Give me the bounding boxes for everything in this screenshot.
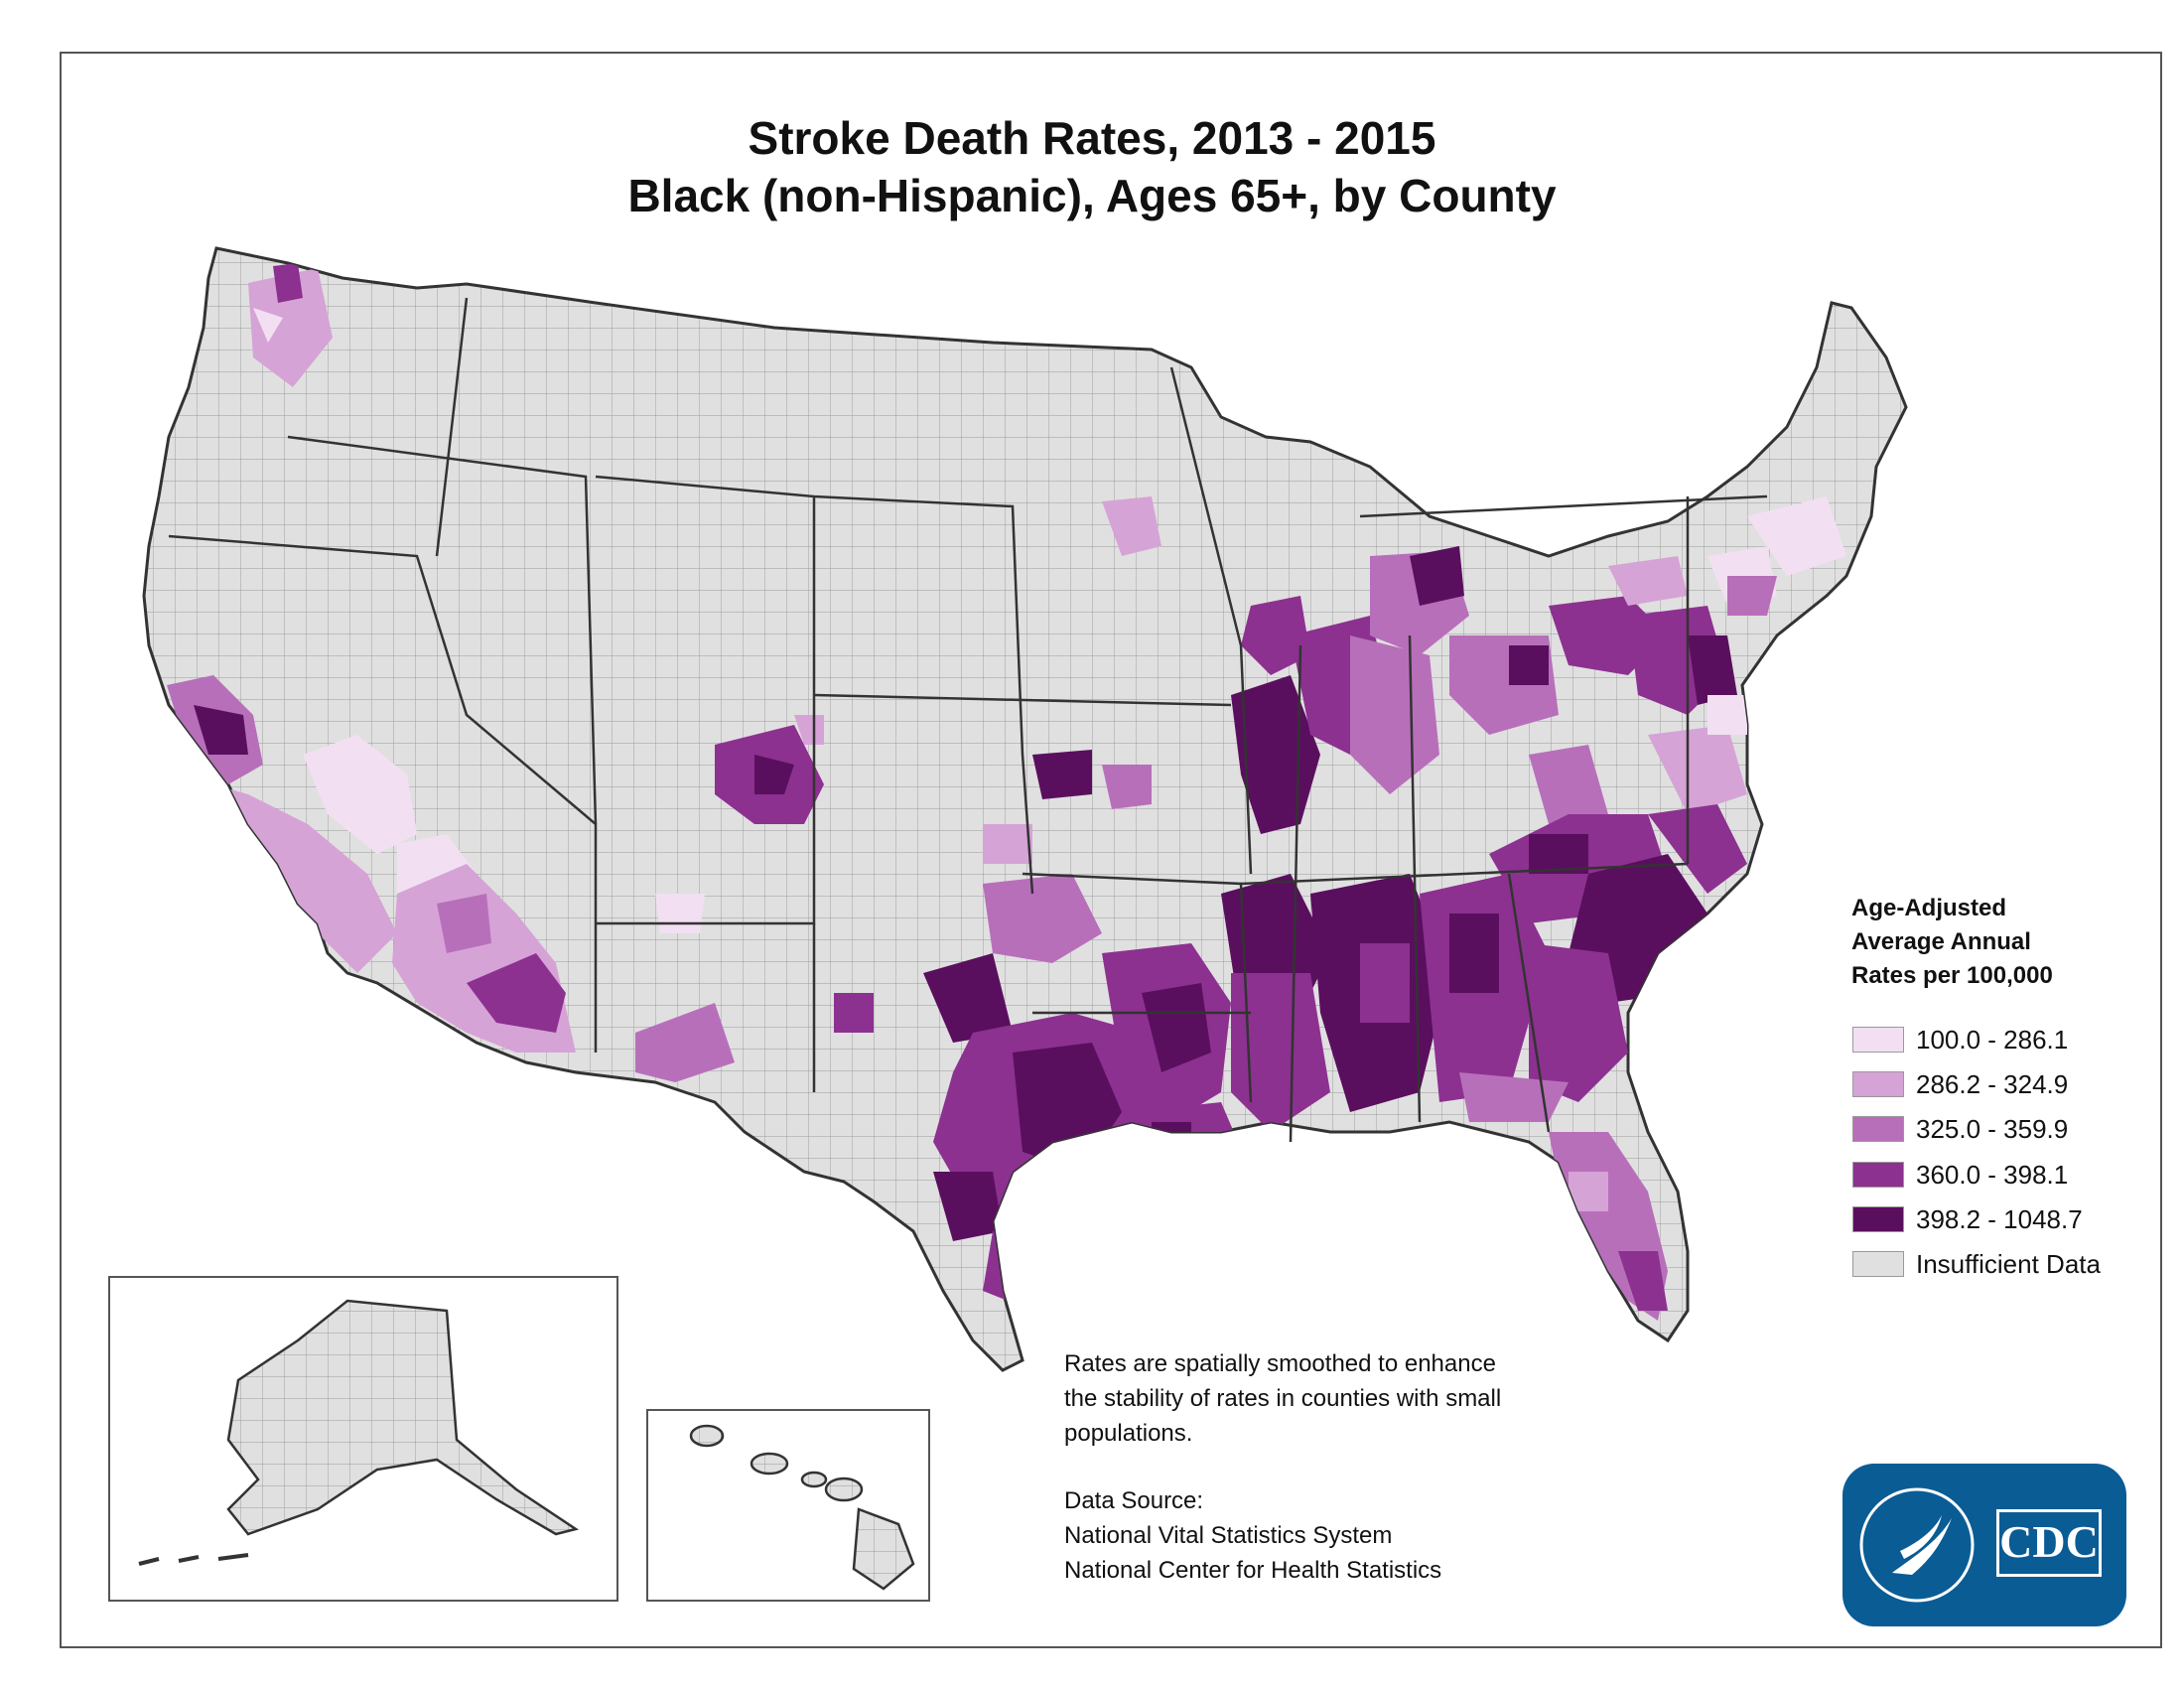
legend-swatch (1852, 1162, 1904, 1188)
rate-regions (167, 263, 1846, 1321)
legend-label: Insufficient Data (1916, 1249, 2101, 1279)
hawaii-shape (689, 1424, 915, 1591)
legend-label: 360.0 - 398.1 (1916, 1160, 2069, 1190)
hhs-eagle-icon (1859, 1487, 1975, 1603)
map-title: Stroke Death Rates, 2013 - 2015 (748, 112, 1436, 164)
legend-swatch (1852, 1206, 1904, 1232)
legend-title: Age-Adjusted Average Annual Rates per 10… (1851, 895, 2053, 989)
smoothing-note: Rates are spatially smoothed to enhance … (1064, 1350, 1502, 1447)
cdc-wordmark: CDC (1996, 1509, 2102, 1577)
legend-swatch (1852, 1027, 1904, 1053)
legend-label: 286.2 - 324.9 (1916, 1069, 2069, 1099)
legend-swatch (1852, 1071, 1904, 1097)
legend-label: 325.0 - 359.9 (1916, 1114, 2069, 1144)
data-source-note: Data Source: National Vital Statistics S… (1064, 1487, 1442, 1584)
alaska-shape (138, 1299, 580, 1566)
legend-label: 100.0 - 286.1 (1916, 1025, 2069, 1055)
map-subtitle: Black (non-Hispanic), Ages 65+, by Count… (627, 170, 1557, 221)
legend-swatch (1852, 1251, 1904, 1277)
legend-label: 398.2 - 1048.7 (1916, 1204, 2083, 1234)
cdc-logo: CDC (1843, 1464, 2126, 1626)
state-borders (168, 297, 1768, 1143)
map-frame (60, 52, 2162, 1648)
legend-swatch (1852, 1116, 1904, 1142)
